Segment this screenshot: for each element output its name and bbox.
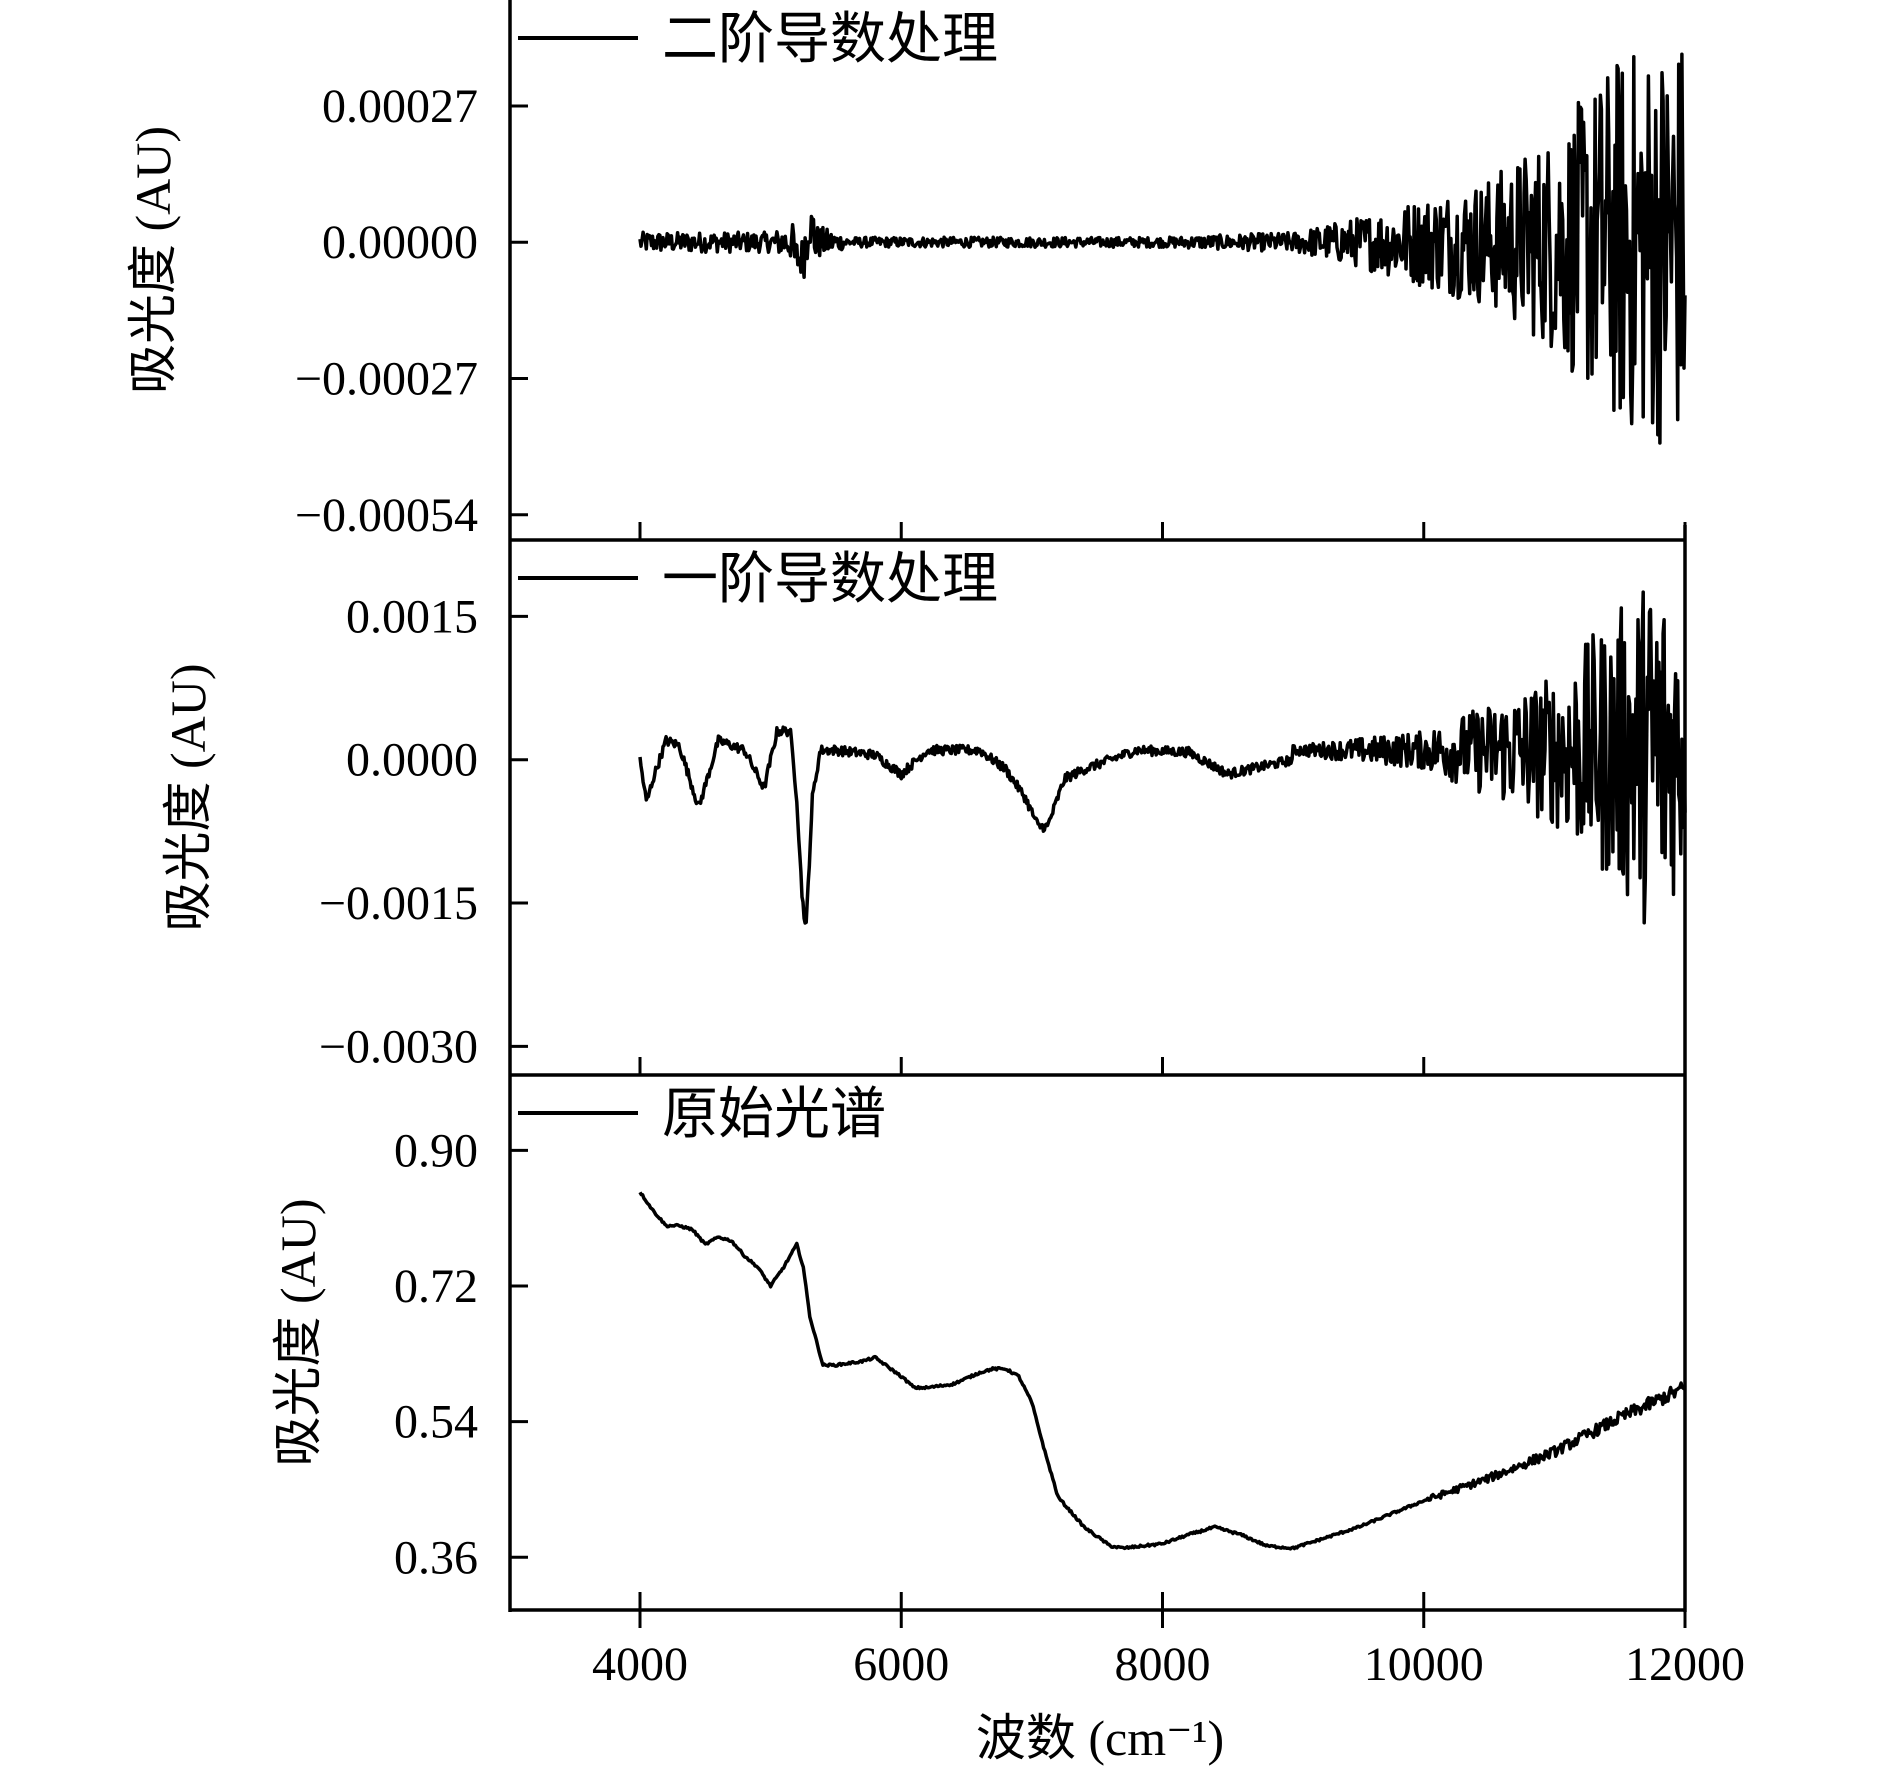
y-tick-label: −0.00027 <box>295 353 478 406</box>
y-tick-label: 0.00000 <box>322 216 478 269</box>
panel-top: 0.00027 0.00000 −0.00027 −0.00054 吸光度 (AU) 二阶… <box>125 9 1687 542</box>
x-tick-label: 12000 <box>1625 1638 1745 1691</box>
y-tick-label: 0.0000 <box>346 734 478 787</box>
y-tick-label: 0.0015 <box>346 590 478 643</box>
y-tick-label: 0.54 <box>394 1396 478 1449</box>
series-line-bottom <box>638 1191 1687 1551</box>
x-tick-label: 10000 <box>1364 1638 1484 1691</box>
x-tick-label: 8000 <box>1115 1638 1211 1691</box>
series-line-middle <box>638 590 1687 925</box>
y-axis-label: 吸光度 (AU) <box>160 663 216 931</box>
x-tick-label: 6000 <box>853 1638 949 1691</box>
y-tick-label: 0.00027 <box>322 80 478 133</box>
legend-label: 原始光谱 <box>662 1084 886 1146</box>
y-tick-label: −0.0015 <box>319 877 478 930</box>
series-line-top <box>638 52 1687 445</box>
panel-middle: 0.0015 0.0000 −0.0015 −0.0030 吸光度 (AU) 一阶导数处理 <box>160 549 1687 1075</box>
y-tick-label: 0.72 <box>394 1260 478 1313</box>
y-tick-label: 0.36 <box>394 1531 478 1584</box>
y-axis-label: 吸光度 (AU) <box>270 1198 326 1466</box>
legend-label: 二阶导数处理 <box>662 9 998 71</box>
legend-label: 一阶导数处理 <box>662 549 998 611</box>
x-tick-label: 4000 <box>592 1638 688 1691</box>
panel-bottom: 0.90 0.72 0.54 0.36 吸光度 (AU) 原始光谱 <box>270 1084 1687 1610</box>
y-axis-label: 吸光度 (AU) <box>125 126 181 394</box>
y-tick-label: −0.0030 <box>319 1020 478 1073</box>
x-axis-label: 波数 (cm⁻¹) <box>976 1710 1224 1766</box>
y-tick-label: 0.90 <box>394 1124 478 1177</box>
y-tick-label: −0.00054 <box>295 489 478 542</box>
